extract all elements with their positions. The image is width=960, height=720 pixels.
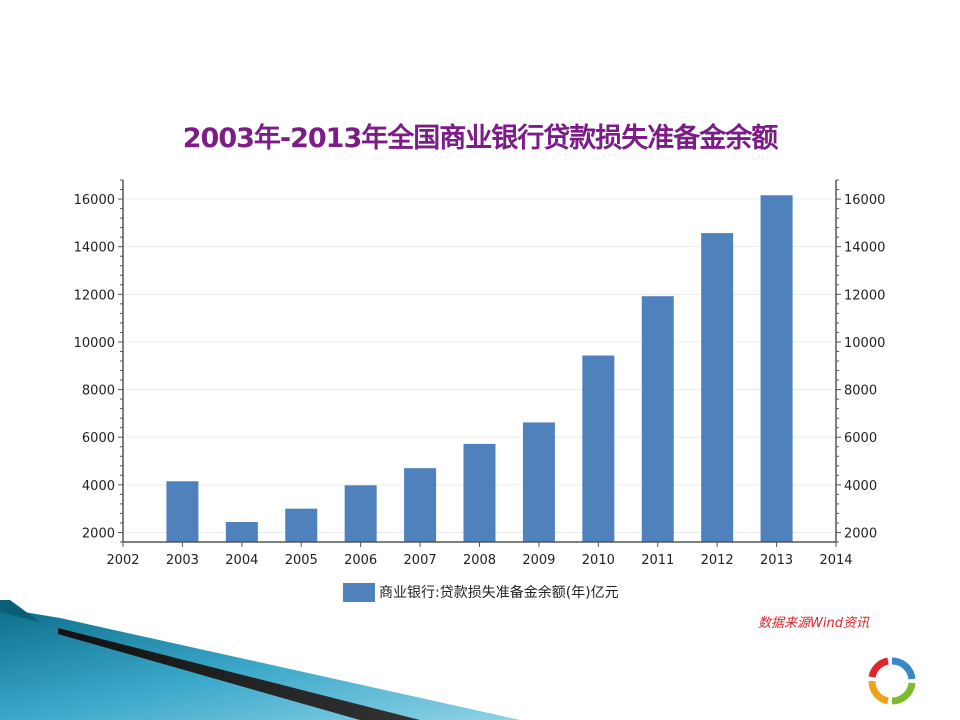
company-logo-icon xyxy=(868,657,916,705)
chart-title: 2003年-2013年全国商业银行贷款损失准备金余额 xyxy=(182,123,779,154)
y-tick-label-right: 14000 xyxy=(844,241,885,256)
x-tick-label: 2005 xyxy=(285,553,318,568)
bar xyxy=(522,422,555,542)
x-tick-label: 2011 xyxy=(641,553,674,568)
bar xyxy=(285,508,318,542)
y-tick-label-right: 12000 xyxy=(844,288,885,303)
source-note: 数据来源Wind资讯 xyxy=(758,616,869,631)
bar xyxy=(760,195,793,542)
bar xyxy=(404,468,437,542)
x-tick-label: 2007 xyxy=(404,553,437,568)
y-tick-label-left: 4000 xyxy=(82,479,115,494)
bar xyxy=(166,481,199,542)
y-tick-label-left: 12000 xyxy=(74,288,115,303)
bar xyxy=(463,443,496,542)
legend-swatch xyxy=(343,582,375,602)
y-tick-label-left: 16000 xyxy=(74,193,115,208)
legend: 商业银行:贷款损失准备金余额(年)亿元 xyxy=(343,582,619,602)
y-tick-label-right: 10000 xyxy=(844,336,885,351)
y-tick-label-right: 2000 xyxy=(844,526,877,541)
y-tick-label-left: 10000 xyxy=(74,336,115,351)
bar xyxy=(701,233,734,543)
bar xyxy=(225,521,258,542)
x-tick-label: 2002 xyxy=(106,553,139,568)
y-tick-label-right: 4000 xyxy=(844,479,877,494)
x-tick-label: 2010 xyxy=(582,553,615,568)
bar xyxy=(641,296,674,542)
bar-chart: 2000 2000 4000 4000 6000 6000 8000 8000 10000 100… xyxy=(74,179,885,568)
y-tick-label-right: 8000 xyxy=(844,384,877,399)
y-tick-label-right: 6000 xyxy=(844,431,877,446)
y-tick-label-right: 16000 xyxy=(844,193,885,208)
x-tick-label: 2008 xyxy=(463,553,496,568)
x-tick-label: 2009 xyxy=(522,553,555,568)
x-tick-label: 2006 xyxy=(344,553,377,568)
decorative-corner-banner xyxy=(0,600,520,720)
legend-label: 商业银行:贷款损失准备金余额(年)亿元 xyxy=(379,585,619,601)
x-tick-label: 2013 xyxy=(760,553,793,568)
bar xyxy=(344,485,377,542)
x-tick-label: 2014 xyxy=(819,553,852,568)
x-tick-label: 2012 xyxy=(701,553,734,568)
y-tick-label-left: 6000 xyxy=(82,431,115,446)
y-tick-label-left: 8000 xyxy=(82,384,115,399)
bar xyxy=(582,355,615,542)
y-tick-label-left: 2000 xyxy=(82,526,115,541)
x-tick-label: 2004 xyxy=(225,553,258,568)
y-tick-label-left: 14000 xyxy=(74,241,115,256)
x-tick-label: 2003 xyxy=(166,553,199,568)
